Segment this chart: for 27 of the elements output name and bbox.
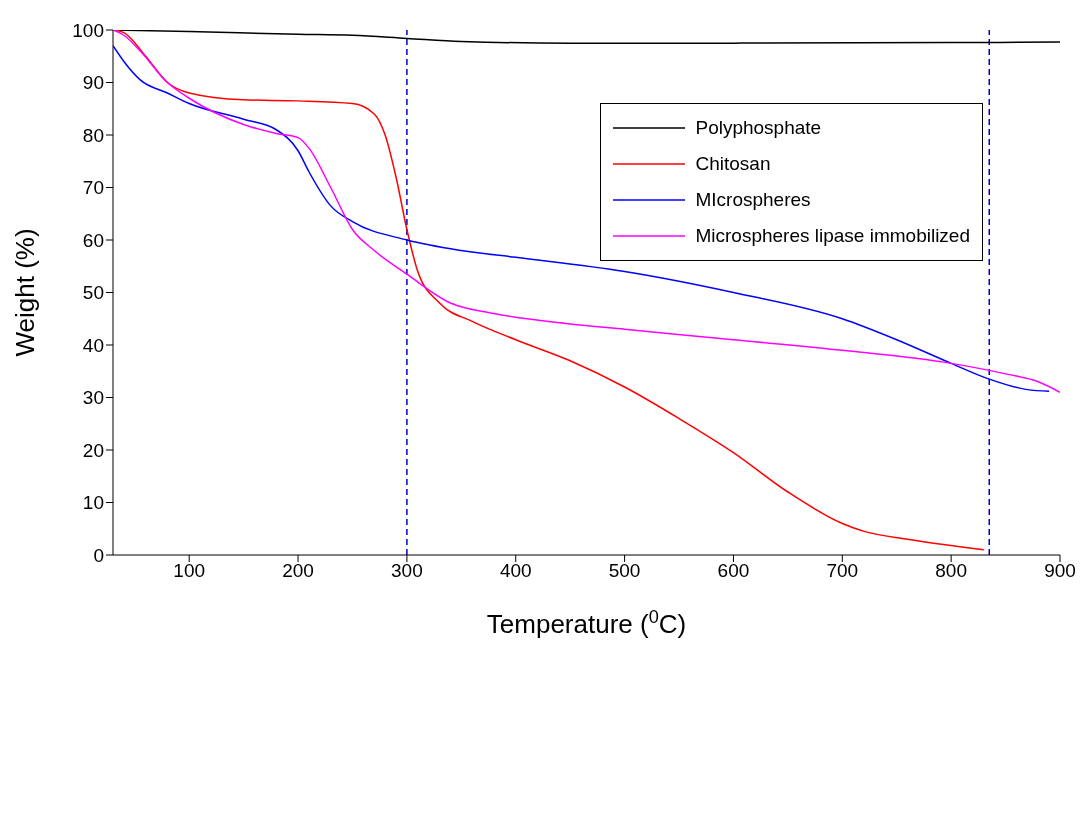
- x-axis-title: Temperature ($^{0}$C): [486, 607, 687, 639]
- y-tick-label: 30: [82, 387, 104, 409]
- x-tick-label: 600: [717, 560, 750, 582]
- y-tick-label: 50: [82, 282, 104, 304]
- y-tick-label: 70: [82, 177, 104, 199]
- y-tick-label: 80: [82, 124, 104, 146]
- x-tick-label: 400: [499, 560, 532, 582]
- y-tick-label: 90: [82, 72, 104, 94]
- x-tick-label: 200: [282, 560, 314, 582]
- x-tick-label: 500: [608, 560, 641, 582]
- legend-label: MIcrospheres: [695, 189, 811, 211]
- legend-label: Chitosan: [695, 153, 771, 175]
- y-tick-label: 0: [93, 544, 104, 566]
- y-axis-title: Weight (%): [10, 228, 40, 357]
- legend-label: Microspheres lipase immobilized: [695, 225, 970, 247]
- line-series: [113, 30, 985, 551]
- x-tick-label: 100: [173, 560, 206, 582]
- y-tick-label: 100: [72, 19, 104, 41]
- y-tick-label: 10: [82, 492, 104, 514]
- legend-label: Polyphosphate: [695, 117, 822, 139]
- y-tick-label: 20: [82, 439, 104, 461]
- y-tick-label: 40: [82, 334, 104, 356]
- x-tick-label: 800: [935, 560, 967, 582]
- x-tick-label: 300: [391, 560, 423, 582]
- y-tick-label: 60: [82, 229, 104, 251]
- x-tick-label: 700: [826, 560, 859, 582]
- x-tick-label: 900: [1044, 560, 1076, 582]
